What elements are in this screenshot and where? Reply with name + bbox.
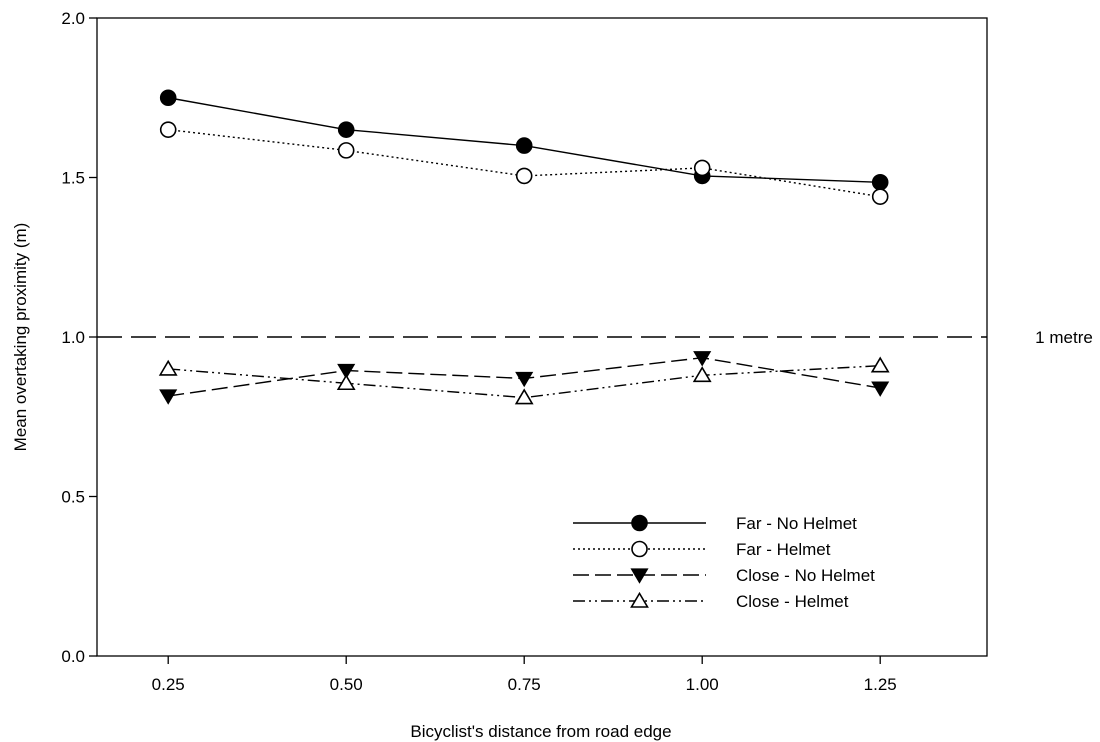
series-line bbox=[168, 365, 881, 399]
y-tick-label: 1.0 bbox=[61, 328, 85, 347]
data-point bbox=[693, 351, 712, 367]
data-point bbox=[871, 381, 890, 397]
legend-item: Far - Helmet bbox=[573, 540, 831, 559]
data-point bbox=[515, 167, 533, 185]
legend: Far - No Helmet Far - Helmet Close - No He… bbox=[573, 514, 875, 611]
legend-label: Close - Helmet bbox=[736, 592, 849, 611]
y-axis-title: Mean overtaking proximity (m) bbox=[11, 223, 30, 452]
data-point bbox=[692, 366, 712, 383]
data-point bbox=[693, 159, 711, 177]
series-4 bbox=[158, 356, 890, 405]
legend-label: Far - No Helmet bbox=[736, 514, 857, 533]
data-point bbox=[871, 173, 889, 191]
legend-marker bbox=[631, 514, 648, 532]
y-tick-label: 2.0 bbox=[61, 9, 85, 28]
data-point bbox=[337, 363, 356, 380]
data-point bbox=[337, 121, 355, 138]
y-tick-label: 0.0 bbox=[61, 647, 85, 666]
x-axis-title: Bicyclist's distance from road edge bbox=[410, 722, 671, 741]
y-tick-label: 1.5 bbox=[61, 169, 85, 188]
data-point bbox=[159, 389, 178, 405]
x-tick-label: 0.75 bbox=[508, 675, 541, 694]
data-point bbox=[158, 359, 178, 376]
data-point bbox=[871, 188, 889, 205]
data-point bbox=[515, 137, 533, 154]
data-point bbox=[337, 142, 355, 159]
legend-label: Close - No Helmet bbox=[736, 566, 875, 585]
legend-marker bbox=[631, 540, 648, 558]
reference-line-label: 1 metre bbox=[1035, 328, 1093, 347]
axes-group: 0.0 0.5 1.0 1.5 2.0 0.25 0.50 0.75 1.00 1.25 bbox=[61, 9, 896, 694]
legend-item: Close - No Helmet bbox=[573, 566, 875, 585]
series-group bbox=[158, 89, 890, 405]
data-point bbox=[870, 356, 890, 373]
legend-item: Far - No Helmet bbox=[573, 514, 857, 533]
x-tick-label: 0.50 bbox=[330, 675, 363, 694]
legend-marker bbox=[630, 568, 649, 584]
data-point bbox=[336, 374, 356, 391]
x-tick-label: 0.25 bbox=[152, 675, 185, 694]
data-point bbox=[515, 371, 534, 388]
x-tick-label: 1.25 bbox=[864, 675, 897, 694]
legend-item: Close - Helmet bbox=[573, 591, 849, 611]
legend-marker bbox=[630, 591, 649, 608]
data-point bbox=[514, 388, 534, 405]
series-2 bbox=[159, 121, 889, 205]
data-point bbox=[159, 121, 177, 138]
data-point bbox=[159, 89, 177, 107]
y-tick-label: 0.5 bbox=[61, 488, 85, 507]
x-tick-label: 1.00 bbox=[686, 675, 719, 694]
legend-label: Far - Helmet bbox=[736, 540, 831, 559]
